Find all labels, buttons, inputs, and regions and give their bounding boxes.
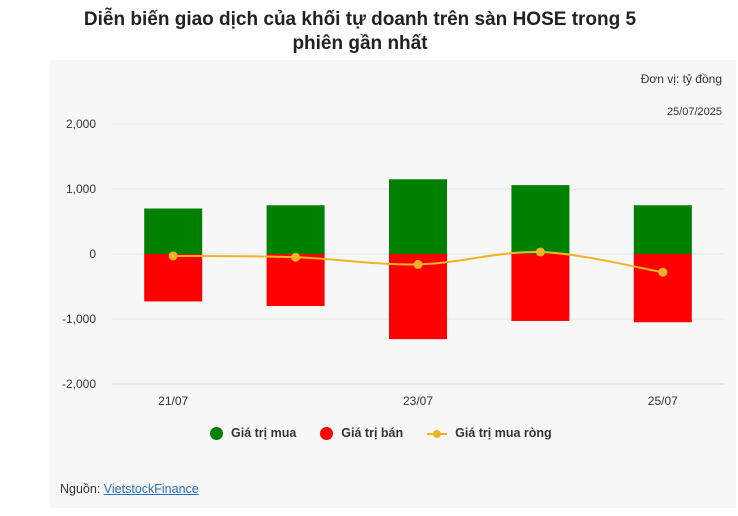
x-tick-label: 25/07 [648, 394, 678, 408]
date-label: 25/07/2025 [666, 106, 722, 118]
y-tick-label: -1,000 [62, 312, 96, 326]
y-tick-label: 1,000 [66, 182, 96, 196]
y-tick-label: 2,000 [66, 117, 96, 131]
bar-sell [266, 254, 325, 306]
legend-buy-label: Giá trị mua [231, 426, 297, 440]
net-point [291, 252, 301, 262]
bar-sell [144, 254, 203, 302]
legend-net-swatch [427, 427, 448, 440]
y-tick-label: -2,000 [62, 377, 96, 391]
source-prefix: Nguồn: [60, 482, 104, 496]
legend-item-buy[interactable]: Giá trị mua [210, 426, 296, 440]
net-point [658, 267, 668, 277]
bar-buy [511, 185, 570, 254]
source-link[interactable]: VietstockFinance [103, 482, 199, 496]
y-tick-label: 0 [89, 247, 96, 261]
net-point [535, 247, 545, 257]
net-point [413, 259, 423, 269]
x-tick-label: 23/07 [403, 394, 433, 408]
bar-buy [389, 179, 447, 254]
bar-buy [266, 205, 325, 254]
legend-net-label: Giá trị mua ròng [455, 426, 552, 440]
source-note: Nguồn: VietstockFinance [60, 482, 199, 496]
legend: Giá trị mua Giá trị bán Giá trị mua ròng [210, 426, 552, 440]
chart-title: Diễn biến giao dịch của khối tự doanh tr… [83, 9, 637, 54]
legend-buy-swatch [210, 426, 223, 440]
legend-sell-swatch [320, 426, 334, 440]
legend-item-sell[interactable]: Giá trị bán [320, 426, 403, 440]
legend-sell-label: Giá trị bán [341, 426, 404, 440]
x-tick-label: 21/07 [158, 394, 188, 408]
bar-sell [633, 254, 692, 323]
bar-buy [144, 208, 203, 254]
bar-sell [511, 254, 570, 321]
legend-item-net[interactable]: Giá trị mua ròng [427, 426, 552, 440]
net-point [168, 251, 178, 261]
bar-buy [633, 205, 692, 254]
unit-note: Đơn vị: tỷ đồng [640, 72, 722, 86]
